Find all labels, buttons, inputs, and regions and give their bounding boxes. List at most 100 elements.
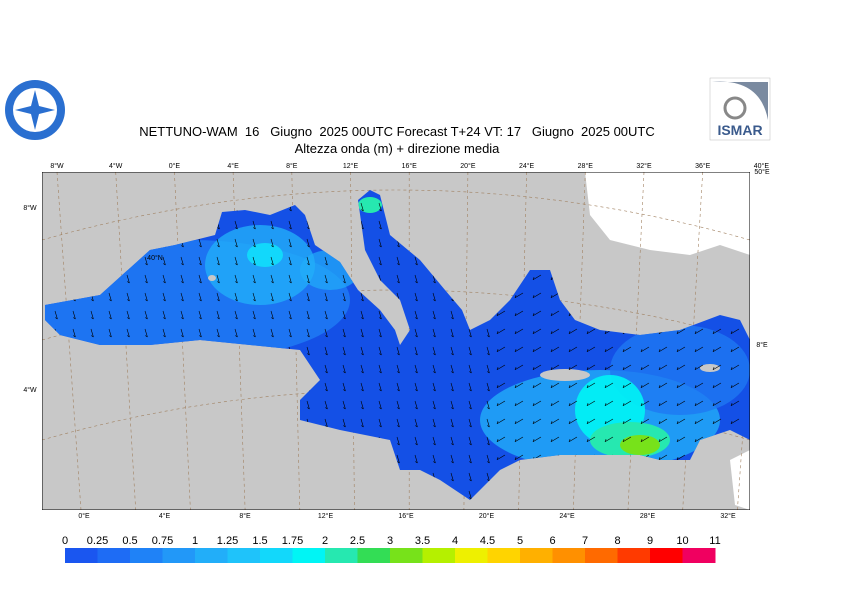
direction-arrow [468,346,472,356]
legend-label: 1 [192,535,198,547]
direction-arrow [496,382,506,389]
direction-arrow [306,400,310,410]
lon-label-top: 24°E [519,162,535,170]
direction-arrow [342,274,346,284]
color-swatch [552,548,586,563]
direction-arrow [288,220,292,230]
direction-arrow [432,328,436,338]
direction-arrow [234,310,238,320]
legend-label: 6 [549,535,555,547]
direction-arrow [216,310,220,320]
direction-arrow [568,346,578,353]
direction-arrow [568,328,578,335]
direction-arrow [126,274,130,284]
direction-arrow [550,364,560,371]
direction-arrow [54,310,58,320]
direction-arrow [252,274,256,284]
direction-arrow [342,310,346,320]
direction-arrow [108,310,112,320]
direction-arrow [396,256,400,266]
direction-arrow [586,328,596,335]
direction-arrow [532,364,542,371]
legend-label: 5 [517,535,523,547]
direction-arrow [432,400,436,410]
direction-arrow [514,400,524,407]
direction-arrow [180,256,184,266]
direction-arrow [550,436,560,443]
direction-arrow [712,418,722,425]
direction-arrow [658,454,668,461]
color-swatch [455,548,488,563]
direction-arrow [658,382,668,389]
direction-arrow [324,292,328,302]
direction-arrow [676,346,686,353]
direction-arrow [414,418,418,428]
direction-arrow [162,328,166,338]
direction-arrow [432,274,436,284]
direction-arrow [324,400,328,410]
direction-arrow [622,346,632,353]
direction-arrow [532,400,542,407]
lon-label-top: 40°E [754,162,770,170]
direction-arrow [604,364,614,371]
color-swatch [260,548,293,563]
direction-arrow [568,400,578,407]
lon-label-top: 0°E [169,162,181,170]
direction-arrow [694,364,704,371]
lon-label-top: 32°E [636,162,652,170]
direction-arrow [270,328,274,338]
direction-arrow [604,400,614,407]
direction-arrow [658,364,668,371]
direction-arrow [604,382,614,389]
direction-arrow [514,310,524,317]
direction-arrow [730,418,740,425]
direction-arrow [532,292,542,299]
direction-arrow [450,472,454,482]
direction-arrow [396,346,400,356]
direction-arrow [568,364,578,371]
direction-arrow [324,364,328,374]
direction-arrow [198,310,202,320]
logo-left [5,80,65,140]
color-swatch [617,548,651,563]
direction-arrow [234,238,238,248]
direction-arrow [342,364,346,374]
direction-arrow [144,274,148,284]
direction-arrow [640,400,650,407]
direction-arrow [658,418,668,425]
lon-label-top: 8°E [286,162,298,170]
direction-arrow [270,292,274,302]
direction-arrow [198,238,202,248]
direction-arrow [216,274,220,284]
color-swatch [292,548,326,563]
direction-arrow [622,418,632,425]
color-swatch [650,548,683,563]
lon-label-bottom: 4°E [159,512,171,520]
direction-arrow [378,400,382,410]
direction-arrow [432,310,436,320]
direction-arrow [342,292,346,302]
direction-arrow [450,436,454,446]
direction-arrow [324,310,328,320]
direction-arrow [496,400,506,407]
direction-arrow [450,400,454,410]
lon-label-bottom: 32°E [720,512,736,520]
direction-arrow [450,382,454,392]
direction-arrow [360,292,364,302]
direction-arrow [360,418,364,428]
legend-label: 1.5 [252,535,267,547]
direction-arrow [378,328,382,338]
direction-arrow [496,436,506,443]
direction-arrow [342,418,346,428]
direction-arrow [378,256,382,266]
direction-arrow [468,382,472,392]
logo-right: ISMAR [709,77,771,141]
direction-arrow [180,328,184,338]
direction-arrow [586,346,596,353]
graticule [42,189,750,241]
color-swatch [585,548,618,563]
direction-arrow [108,328,112,338]
direction-arrow [288,310,292,320]
legend-label: 0.75 [152,535,173,547]
